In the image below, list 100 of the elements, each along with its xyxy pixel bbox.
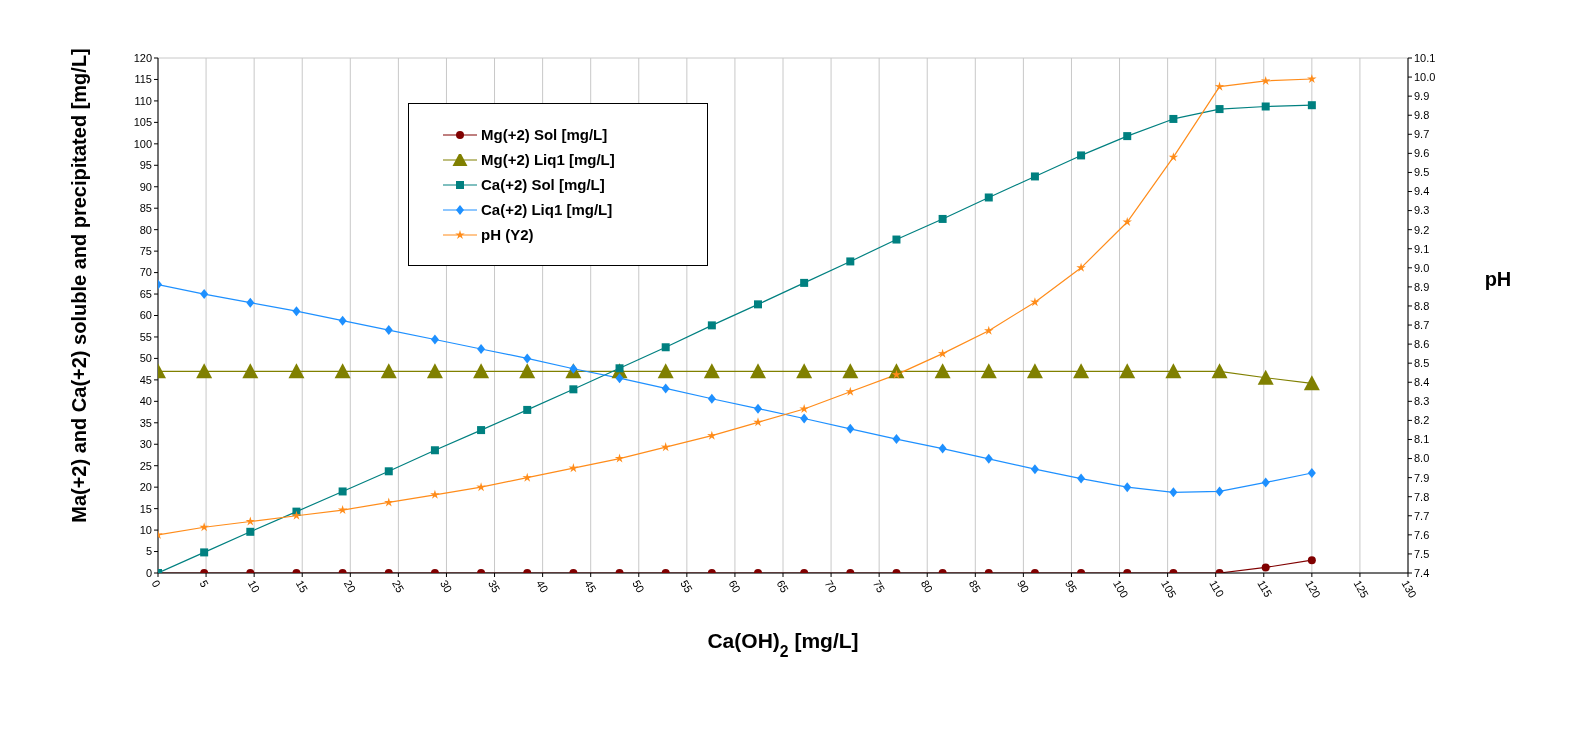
point — [1215, 105, 1224, 114]
x-tick-label: 95 — [1062, 577, 1080, 595]
point — [384, 497, 394, 507]
point — [1303, 375, 1320, 391]
point — [246, 527, 255, 536]
x-tick-label: 105 — [1159, 577, 1179, 600]
point — [842, 363, 859, 379]
y-tick-label: 35 — [139, 416, 152, 429]
x-tick-label: 35 — [486, 577, 503, 595]
x-tick-label: 115 — [1255, 577, 1275, 600]
y2-tick-label: 8.1 — [1414, 433, 1430, 446]
y-tick-label: 60 — [139, 309, 152, 322]
point — [568, 463, 579, 473]
point — [430, 489, 440, 499]
point — [1307, 101, 1316, 110]
x-tick-label: 120 — [1303, 577, 1323, 600]
y2-tick-label: 8.8 — [1414, 299, 1430, 312]
x-tick-label: 125 — [1351, 577, 1371, 600]
point — [200, 289, 209, 300]
y2-tick-label: 8.7 — [1414, 318, 1430, 331]
point — [430, 334, 439, 345]
x-tick-label: 70 — [822, 577, 840, 595]
point — [1257, 369, 1274, 385]
x-tick-label: 60 — [726, 577, 743, 595]
x-tick-label: 50 — [630, 577, 647, 595]
y-tick-label: 20 — [139, 481, 152, 494]
point — [523, 405, 532, 414]
y-tick-label: 30 — [139, 438, 152, 451]
point — [338, 487, 347, 496]
y-tick-label: 110 — [134, 94, 152, 107]
x-tick-label: 15 — [293, 577, 311, 595]
legend-label: Mg(+2) Sol [mg/L] — [481, 126, 608, 143]
y2-tick-label: 9.6 — [1414, 147, 1430, 160]
x-axis-title: Ca(OH)$_{2}$ [mg/L] — [707, 629, 859, 660]
point — [1026, 363, 1043, 379]
point — [1307, 73, 1317, 84]
point — [334, 363, 351, 379]
y-axis-title: Ma(+2) and Ca(+2) soluble and precipitated [mg/L] — [68, 48, 90, 523]
point — [937, 348, 948, 358]
point — [199, 522, 209, 532]
x-tick-label: 90 — [1014, 577, 1032, 595]
y2-tick-label: 9.3 — [1414, 204, 1430, 217]
legend-label: pH (Y2) — [481, 226, 534, 243]
point — [1077, 151, 1086, 160]
y2-tick-label: 9.0 — [1414, 261, 1430, 274]
y2-tick-label: 9.7 — [1414, 128, 1430, 141]
point — [477, 343, 486, 354]
y-tick-label: 75 — [139, 245, 152, 258]
y-tick-label: 100 — [133, 137, 152, 150]
x-tick-label: 85 — [966, 577, 984, 595]
point — [934, 363, 951, 379]
point — [707, 393, 716, 404]
y2-tick-label: 9.8 — [1414, 109, 1430, 122]
point — [569, 385, 578, 394]
y-tick-label: 0 — [145, 566, 152, 579]
point — [338, 315, 347, 326]
point — [380, 363, 397, 379]
point — [1214, 81, 1225, 91]
point — [1307, 468, 1316, 478]
y2-tick-label: 8.4 — [1414, 376, 1430, 389]
y-tick-label: 10 — [139, 523, 152, 536]
point — [707, 321, 716, 330]
y2-tick-label: 10.0 — [1414, 70, 1436, 83]
point — [800, 278, 809, 287]
x-tick-label: 10 — [245, 577, 263, 595]
point — [1211, 363, 1228, 379]
y2-tick-label: 8.2 — [1414, 414, 1430, 427]
y2-tick-label: 9.1 — [1414, 242, 1430, 255]
x-tick-label: 55 — [678, 577, 695, 595]
point — [477, 426, 486, 435]
y2-tick-label: 7.7 — [1414, 509, 1430, 522]
x-tick-label: 130 — [1399, 577, 1420, 600]
point — [754, 300, 762, 309]
x-tick-label: 30 — [437, 577, 455, 595]
point — [754, 403, 762, 414]
y2-tick-label: 7.8 — [1414, 490, 1430, 503]
point — [846, 423, 855, 434]
point — [660, 442, 671, 452]
point — [1261, 477, 1270, 488]
point — [242, 363, 259, 379]
x-tick-label: 45 — [582, 577, 599, 595]
point — [1169, 487, 1178, 498]
point — [892, 235, 901, 244]
y-tick-label: 15 — [139, 502, 152, 515]
point — [661, 383, 670, 394]
y2-axis-title: pH — [1484, 267, 1512, 290]
x-tick-label: 80 — [918, 577, 936, 595]
y2-tick-label: 9.2 — [1414, 223, 1430, 236]
y2-tick-label: 9.5 — [1414, 166, 1430, 179]
x-tick-label: 75 — [870, 577, 888, 595]
point — [661, 343, 670, 352]
point — [1030, 464, 1039, 475]
point — [1073, 363, 1090, 379]
legend-label: Ca(+2) Sol [mg/L] — [481, 176, 605, 193]
y-tick-label: 65 — [139, 287, 152, 300]
point — [519, 363, 536, 379]
point — [1261, 563, 1270, 572]
point — [1123, 482, 1132, 493]
point — [799, 403, 809, 414]
point — [1215, 486, 1224, 497]
